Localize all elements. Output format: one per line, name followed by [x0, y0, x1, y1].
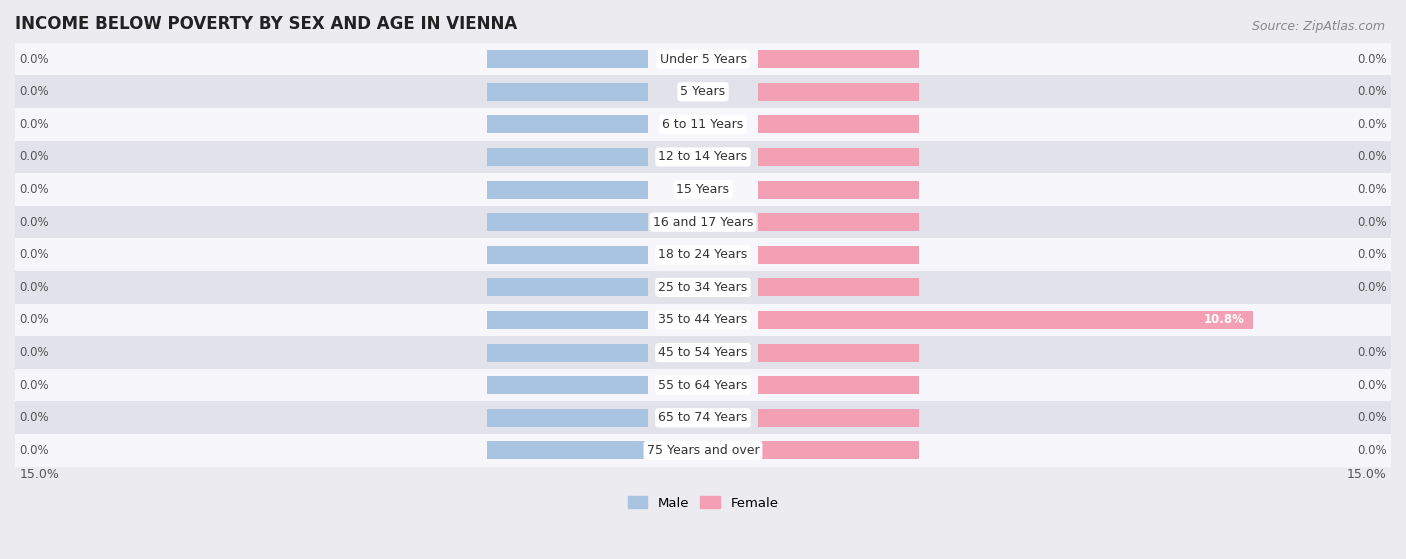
Text: 0.0%: 0.0% [1357, 378, 1386, 392]
Text: 35 to 44 Years: 35 to 44 Years [658, 314, 748, 326]
Bar [488, 181, 648, 198]
Bar [488, 311, 648, 329]
Text: 0.0%: 0.0% [20, 248, 49, 261]
Bar [758, 83, 918, 101]
Text: 55 to 64 Years: 55 to 64 Years [658, 378, 748, 392]
Text: 10.8%: 10.8% [1204, 314, 1244, 326]
Bar [15, 206, 1391, 239]
Text: 0.0%: 0.0% [1357, 183, 1386, 196]
Bar [15, 337, 1391, 369]
Text: Under 5 Years: Under 5 Years [659, 53, 747, 66]
Bar [15, 43, 1391, 75]
Text: 65 to 74 Years: 65 to 74 Years [658, 411, 748, 424]
Text: 0.0%: 0.0% [1357, 281, 1386, 294]
Text: 16 and 17 Years: 16 and 17 Years [652, 216, 754, 229]
Bar [758, 311, 1253, 329]
Text: 18 to 24 Years: 18 to 24 Years [658, 248, 748, 261]
Text: 0.0%: 0.0% [20, 53, 49, 66]
Bar [488, 50, 648, 68]
Bar [488, 376, 648, 394]
Text: 25 to 34 Years: 25 to 34 Years [658, 281, 748, 294]
Bar [488, 148, 648, 166]
Bar [758, 213, 918, 231]
Text: 0.0%: 0.0% [1357, 118, 1386, 131]
Text: 0.0%: 0.0% [20, 216, 49, 229]
Bar [758, 442, 918, 459]
Bar [15, 434, 1391, 467]
Bar [488, 278, 648, 296]
Text: 15.0%: 15.0% [20, 468, 59, 481]
Text: 0.0%: 0.0% [20, 444, 49, 457]
Bar [15, 239, 1391, 271]
Text: 0.0%: 0.0% [20, 86, 49, 98]
Text: 0.0%: 0.0% [20, 314, 49, 326]
Text: 15 Years: 15 Years [676, 183, 730, 196]
Text: 75 Years and over: 75 Years and over [647, 444, 759, 457]
Text: 0.0%: 0.0% [1357, 86, 1386, 98]
Bar [15, 369, 1391, 401]
Text: 0.0%: 0.0% [20, 411, 49, 424]
Bar [758, 409, 918, 427]
Text: 0.0%: 0.0% [20, 183, 49, 196]
Text: INCOME BELOW POVERTY BY SEX AND AGE IN VIENNA: INCOME BELOW POVERTY BY SEX AND AGE IN V… [15, 15, 517, 33]
Bar [15, 401, 1391, 434]
Bar [488, 83, 648, 101]
Text: 45 to 54 Years: 45 to 54 Years [658, 346, 748, 359]
Bar [758, 115, 918, 134]
Text: 0.0%: 0.0% [20, 281, 49, 294]
Bar [488, 115, 648, 134]
Text: Source: ZipAtlas.com: Source: ZipAtlas.com [1251, 20, 1385, 32]
Text: 0.0%: 0.0% [1357, 346, 1386, 359]
Text: 0.0%: 0.0% [1357, 248, 1386, 261]
Text: 0.0%: 0.0% [20, 346, 49, 359]
Text: 0.0%: 0.0% [20, 118, 49, 131]
Bar [15, 141, 1391, 173]
Text: 5 Years: 5 Years [681, 86, 725, 98]
Text: 15.0%: 15.0% [1347, 468, 1386, 481]
Legend: Male, Female: Male, Female [623, 491, 783, 515]
Bar [488, 409, 648, 427]
Bar [488, 344, 648, 362]
Text: 12 to 14 Years: 12 to 14 Years [658, 150, 748, 163]
Text: 0.0%: 0.0% [20, 378, 49, 392]
Bar [15, 108, 1391, 141]
Text: 0.0%: 0.0% [1357, 53, 1386, 66]
Bar [488, 442, 648, 459]
Bar [758, 148, 918, 166]
Bar [758, 246, 918, 264]
Bar [15, 304, 1391, 337]
Bar [15, 271, 1391, 304]
Bar [15, 173, 1391, 206]
Text: 0.0%: 0.0% [1357, 444, 1386, 457]
Bar [758, 181, 918, 198]
Text: 6 to 11 Years: 6 to 11 Years [662, 118, 744, 131]
Text: 0.0%: 0.0% [1357, 150, 1386, 163]
Bar [758, 344, 918, 362]
Bar [758, 376, 918, 394]
Bar [758, 50, 918, 68]
Bar [15, 75, 1391, 108]
Bar [758, 278, 918, 296]
Text: 0.0%: 0.0% [1357, 216, 1386, 229]
Text: 0.0%: 0.0% [20, 150, 49, 163]
Bar [488, 246, 648, 264]
Bar [488, 213, 648, 231]
Text: 0.0%: 0.0% [1357, 411, 1386, 424]
